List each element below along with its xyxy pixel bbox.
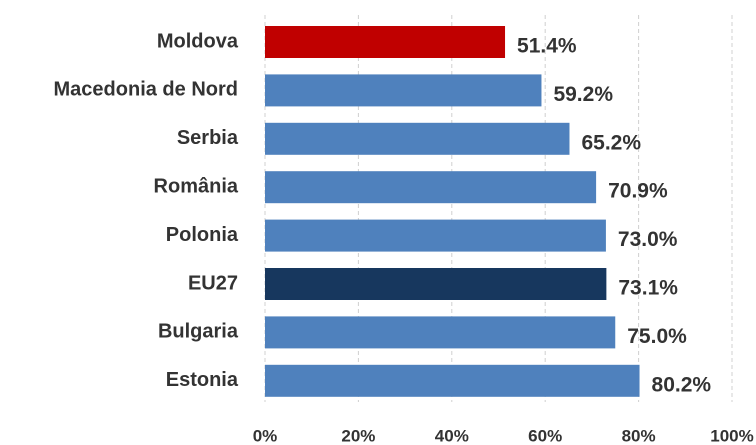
x-tick-label: 60% bbox=[528, 426, 562, 445]
bar bbox=[265, 219, 606, 252]
bar bbox=[265, 122, 570, 155]
y-tick-label: EU27 bbox=[188, 272, 238, 294]
bar bbox=[265, 268, 607, 300]
value-label: 51.4% bbox=[517, 35, 577, 58]
y-tick-label: Estonia bbox=[166, 369, 239, 391]
y-tick-label: Serbia bbox=[177, 127, 239, 149]
value-label: 75.0% bbox=[627, 325, 687, 348]
value-label: 80.2% bbox=[652, 373, 712, 396]
value-label: 73.0% bbox=[618, 228, 678, 251]
bar bbox=[265, 364, 640, 397]
x-tick-label: 0% bbox=[253, 426, 278, 445]
bar bbox=[265, 26, 506, 58]
y-tick-label: Moldova bbox=[157, 30, 239, 52]
y-tick-label: Bulgaria bbox=[158, 321, 239, 343]
bar bbox=[265, 171, 597, 204]
x-tick-label: 80% bbox=[622, 426, 656, 445]
y-tick-label: România bbox=[154, 175, 239, 197]
x-tick-label: 40% bbox=[435, 426, 469, 445]
x-tick-label: 100% bbox=[710, 426, 753, 445]
y-tick-label: Polonia bbox=[166, 224, 239, 246]
bar bbox=[265, 316, 616, 349]
x-tick-label: 20% bbox=[341, 426, 375, 445]
value-label: 73.1% bbox=[618, 277, 678, 300]
bar bbox=[265, 74, 542, 107]
value-label: 70.9% bbox=[608, 180, 668, 203]
y-tick-label: Macedonia de Nord bbox=[54, 79, 238, 101]
value-label: 65.2% bbox=[581, 131, 641, 154]
value-label: 59.2% bbox=[553, 83, 613, 106]
